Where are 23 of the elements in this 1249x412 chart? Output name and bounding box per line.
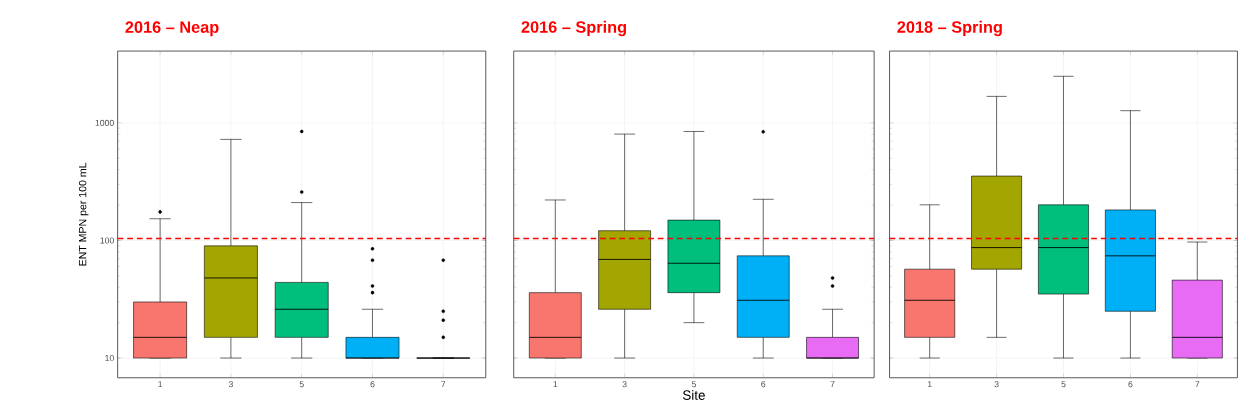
x-tick-label: 6: [761, 380, 766, 388]
y-axis-title: ENT MPN per 100 mL: [78, 162, 89, 266]
x-tick-label: 6: [1128, 380, 1133, 388]
x-tick-label: 3: [994, 380, 999, 388]
x-axis-title: Site: [682, 389, 705, 400]
x-tick-label: 1: [927, 380, 932, 387]
x-tick-label: 5: [1061, 380, 1066, 387]
x-tick-label: 1: [553, 380, 558, 387]
x-tick-label: 6: [370, 380, 375, 388]
x-tick-label: 7: [1195, 380, 1200, 387]
x-tick-label: 1: [158, 380, 163, 387]
x-tick-label: 5: [691, 380, 696, 387]
chart-title: 2018 – Spring: [897, 20, 1002, 36]
x-tick-label: 7: [830, 380, 835, 387]
x-tick-label: 3: [622, 380, 627, 388]
y-tick-label: 1000: [95, 119, 114, 126]
chart-title: 2016 – Neap: [125, 21, 219, 36]
x-tick-label: 5: [299, 380, 304, 387]
y-tick-label: 100: [100, 237, 114, 244]
y-tick-label: 10: [105, 354, 114, 361]
x-tick-label: 7: [441, 380, 446, 387]
x-tick-label: 3: [228, 380, 233, 388]
chart-title: 2016 – Spring: [521, 20, 626, 36]
